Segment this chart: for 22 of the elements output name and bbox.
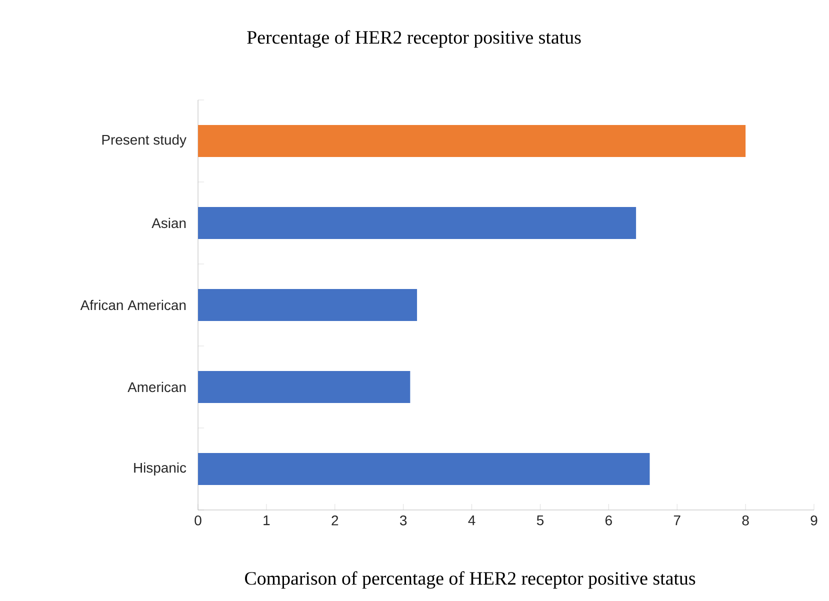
x-tick-label: 1 [264, 516, 270, 526]
chart-title: Percentage of HER2 receptor positive status [247, 30, 581, 48]
x-tick-label: 5 [536, 516, 544, 526]
bar [198, 288, 418, 321]
x-tick-label: 2 [332, 515, 338, 526]
bar [198, 370, 410, 403]
y-tick-label: African American [80, 300, 186, 310]
y-tick-label: American [128, 382, 186, 392]
y-tick-label: Asian [152, 218, 186, 228]
x-tick-label: 3 [400, 515, 407, 526]
bar [198, 124, 746, 157]
x-tick-label: 7 [674, 516, 680, 526]
bar [198, 206, 636, 239]
y-tick-label: Hispanic [134, 462, 186, 476]
x-tick-label: 6 [605, 515, 612, 526]
y-tick-label: Present study [102, 134, 186, 148]
x-tick-label: 0 [194, 515, 202, 526]
x-axis-title: Comparison of percentage of HER2 receptor positive status [245, 571, 696, 589]
x-tick-label: 9 [810, 515, 818, 526]
bar [198, 452, 650, 485]
x-tick-label: 8 [742, 515, 749, 526]
x-tick-label: 4 [468, 516, 476, 526]
